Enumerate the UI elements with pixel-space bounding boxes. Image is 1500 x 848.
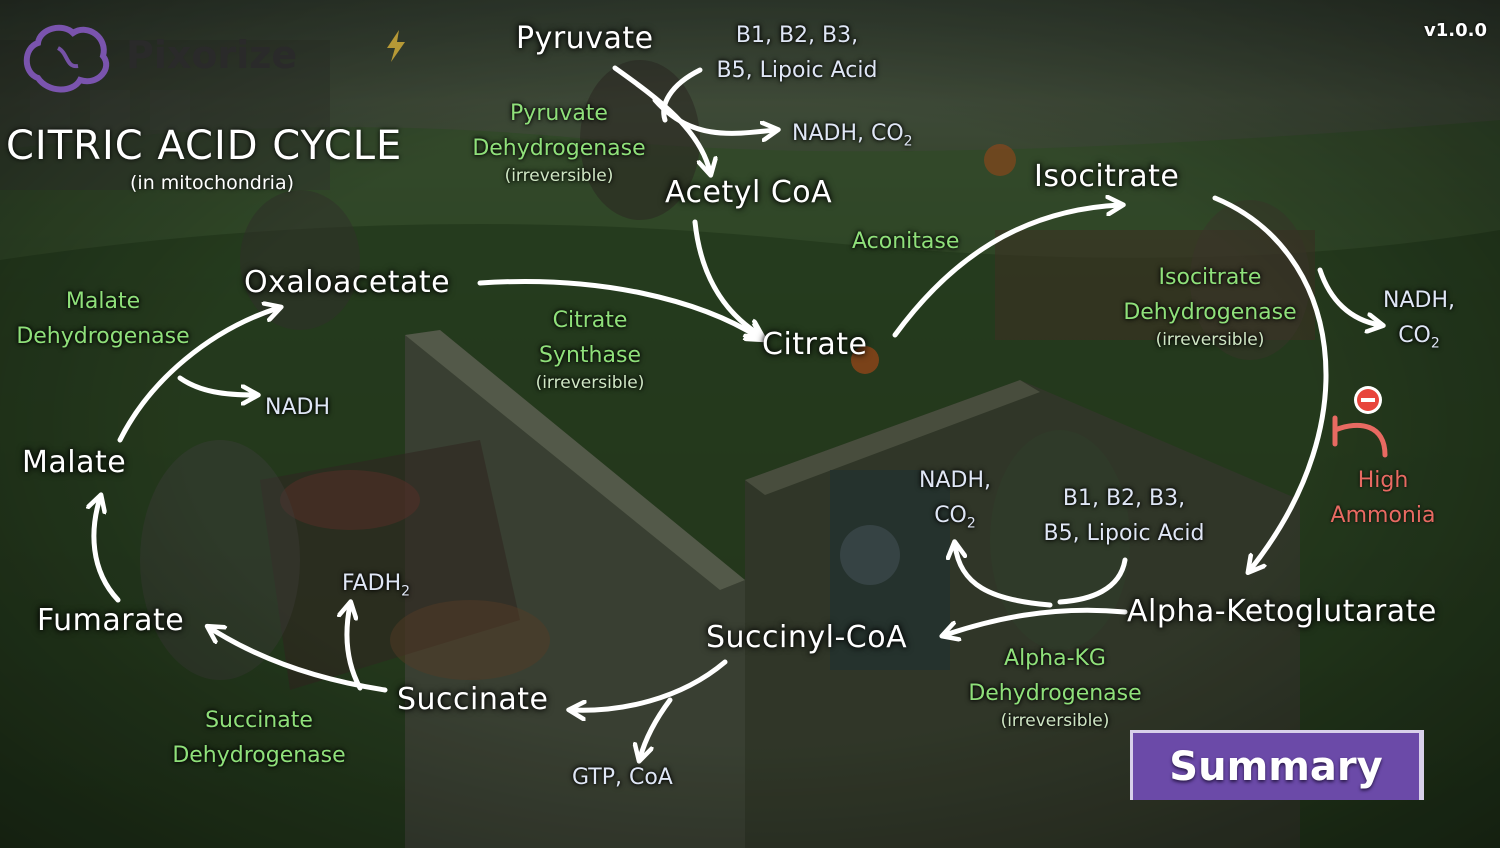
arrow-akg-succinylcoa — [945, 607, 1128, 635]
arrow-succinate-fumarate — [210, 628, 388, 693]
subscript: 2 — [903, 133, 913, 150]
molecule-succinyl-coa[interactable]: Succinyl-CoA — [706, 620, 908, 655]
pixorize-brain-icon — [23, 24, 110, 93]
arrow-idh-products — [1317, 267, 1380, 325]
enzyme-line2: Dehydrogenase — [968, 681, 1142, 707]
enzyme-line1: Citrate — [552, 308, 628, 333]
arrow-citrate-isocitrate — [892, 205, 1120, 338]
sdh-products: FADH2 — [342, 566, 410, 603]
arrow-isocitrate-akg — [1212, 195, 1329, 570]
cofactor-line2: B5, Lipoic Acid — [1043, 521, 1205, 547]
molecule-alpha-ketoglutarate[interactable]: Alpha-Ketoglutarate — [1127, 594, 1437, 629]
arrow-pdh-vitamins — [661, 67, 703, 123]
molecule-isocitrate[interactable]: Isocitrate — [1034, 159, 1180, 194]
brand-name[interactable]: Pixorize — [126, 33, 298, 77]
enzyme-line2: Dehydrogenase — [1123, 300, 1297, 326]
enzyme-line1: Malate — [65, 289, 141, 314]
cofactor-main: GTP, CoA — [572, 765, 673, 790]
arrow-akgdh-products — [955, 545, 1053, 608]
arrow-sdh-products — [347, 605, 363, 691]
succinyl-coa-products: GTP, CoA — [572, 760, 673, 795]
arrow-succinyl-products — [640, 697, 673, 758]
inhibit-badge-icon — [1354, 386, 1382, 414]
arrow-mdh-products — [177, 375, 255, 395]
enzyme-line1: Alpha-KG — [1004, 646, 1106, 671]
cofactor-line2: CO — [934, 503, 967, 529]
enzyme-line1: Pyruvate — [510, 101, 608, 126]
enzyme-line1: Aconitase — [852, 229, 960, 254]
enzyme-line2: Synthase — [539, 343, 641, 369]
pdh-products: NADH, CO2 — [792, 116, 913, 153]
enzyme-line2: Dehydrogenase — [16, 324, 190, 350]
irreversible-note: (irreversible) — [1000, 711, 1110, 732]
page-subtitle: (in mitochondria) — [130, 172, 294, 194]
arrow-fumarate-malate — [94, 498, 121, 603]
cofactor-line1: NADH, — [1383, 288, 1455, 313]
cofactor-line2: B5, Lipoic Acid — [716, 58, 878, 84]
irreversible-note: (irreversible) — [504, 166, 614, 187]
molecule-citrate[interactable]: Citrate — [762, 327, 868, 362]
idh-products: NADH, CO2 — [1374, 283, 1464, 355]
arrow-succinylcoa-succinate — [572, 659, 728, 710]
enzyme-alpha-kg-dehydrogenase[interactable]: Alpha-KG Dehydrogenase (irreversible) — [957, 641, 1153, 732]
summary-button[interactable]: Summary — [1130, 730, 1424, 800]
inhibitor-high-ammonia[interactable]: High Ammonia — [1318, 463, 1448, 533]
cofactor-main: FADH — [342, 571, 402, 596]
enzyme-pyruvate-dehydrogenase[interactable]: Pyruvate Dehydrogenase (irreversible) — [462, 96, 656, 187]
subscript: 2 — [1430, 335, 1440, 352]
subscript: 2 — [966, 515, 976, 532]
molecule-oxaloacetate[interactable]: Oxaloacetate — [244, 265, 451, 300]
arrow-pdh-products — [652, 97, 775, 133]
version-label: v1.0.0 — [1424, 20, 1487, 41]
akgdh-vitamins: B1, B2, B3, B5, Lipoic Acid — [1026, 481, 1222, 551]
enzyme-line2: Dehydrogenase — [472, 136, 646, 162]
page-title: CITRIC ACID CYCLE — [6, 123, 403, 169]
cofactor-main: NADH — [265, 395, 330, 420]
ammonia-inhibition — [1332, 415, 1388, 458]
molecule-malate[interactable]: Malate — [22, 445, 127, 480]
inhibitor-line2: Ammonia — [1330, 503, 1436, 529]
enzyme-line1: Isocitrate — [1158, 265, 1262, 290]
cofactor-line2: CO — [1398, 323, 1431, 349]
irreversible-note: (irreversible) — [1155, 330, 1265, 351]
molecule-pyruvate[interactable]: Pyruvate — [516, 21, 654, 56]
cofactor-line1: B1, B2, B3, — [735, 23, 859, 48]
molecule-succinate[interactable]: Succinate — [397, 682, 549, 717]
cofactor-line1: NADH, — [919, 468, 991, 493]
arrow-malate-oaa — [117, 308, 278, 443]
enzyme-malate-dehydrogenase[interactable]: Malate Dehydrogenase — [4, 284, 202, 354]
pdh-vitamins: B1, B2, B3, B5, Lipoic Acid — [700, 18, 894, 88]
enzyme-aconitase[interactable]: Aconitase — [852, 224, 959, 259]
cofactor-line1: B1, B2, B3, — [1062, 486, 1186, 511]
irreversible-note: (irreversible) — [535, 373, 645, 394]
enzyme-line1: Succinate — [205, 708, 313, 733]
cofactor-main: NADH, CO — [792, 121, 904, 146]
enzyme-succinate-dehydrogenase[interactable]: Succinate Dehydrogenase — [160, 703, 358, 773]
arrow-oaa-citrate — [477, 279, 760, 338]
subscript: 2 — [401, 583, 411, 600]
arrow-akgdh-vitamins — [1057, 557, 1128, 605]
lightning-icon — [387, 30, 405, 62]
mdh-products: NADH — [265, 390, 330, 425]
inhibitor-line1: High — [1357, 468, 1409, 493]
molecule-fumarate[interactable]: Fumarate — [37, 603, 185, 638]
enzyme-isocitrate-dehydrogenase[interactable]: Isocitrate Dehydrogenase (irreversible) — [1110, 260, 1310, 351]
enzyme-citrate-synthase[interactable]: Citrate Synthase (irreversible) — [515, 303, 665, 394]
molecule-acetyl-coa[interactable]: Acetyl CoA — [665, 175, 833, 210]
enzyme-line2: Dehydrogenase — [172, 743, 346, 769]
akgdh-products: NADH, CO2 — [910, 463, 1000, 535]
